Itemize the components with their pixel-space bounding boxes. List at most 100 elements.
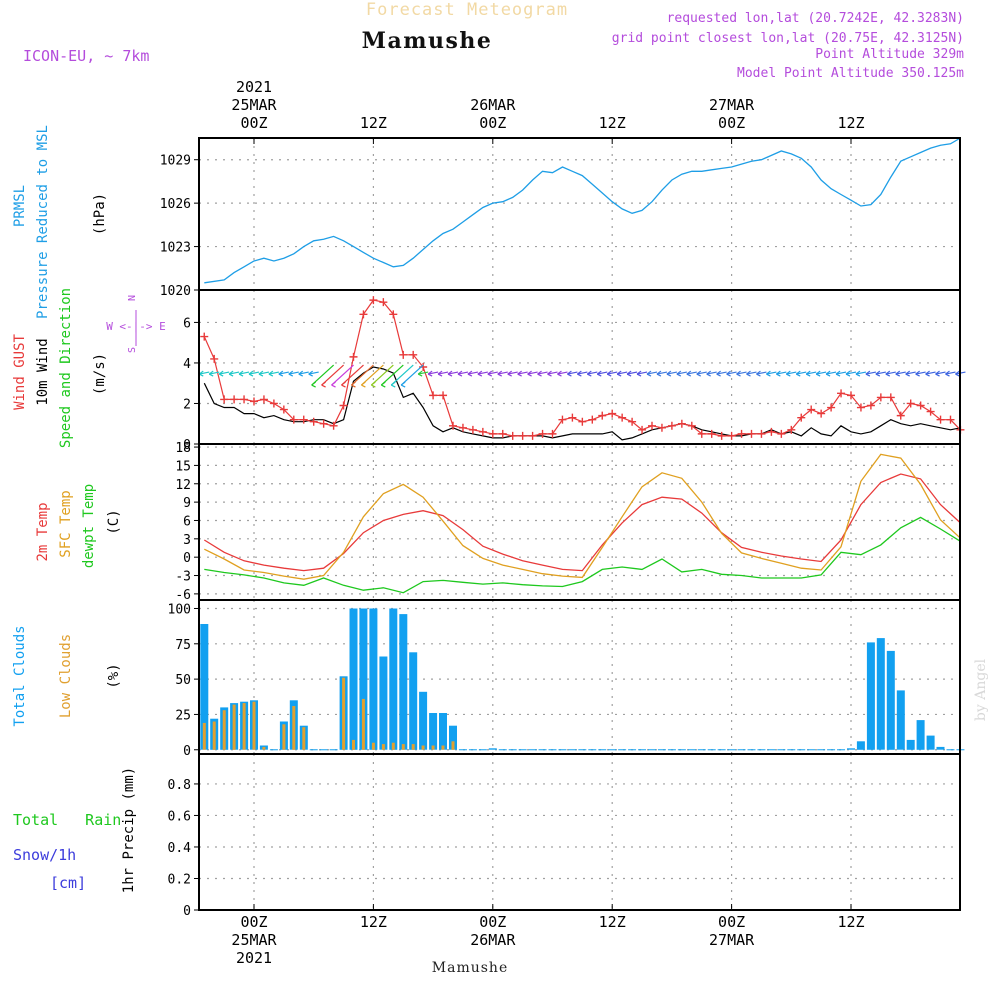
wind-gust-marker	[230, 395, 239, 404]
grid-point-coordinates: grid point closest lon,lat (20.75E, 42.3…	[612, 31, 964, 46]
wind-gust-marker	[259, 395, 268, 404]
wind-arrow-head	[457, 370, 463, 377]
prmsl-label: PRMSL	[12, 185, 28, 227]
panel-frame	[198, 137, 961, 291]
wind-arrow-head	[696, 370, 702, 377]
y-tick-label: 0	[183, 438, 191, 453]
total-clouds-bar	[349, 608, 358, 750]
wind-gust-marker	[906, 399, 915, 408]
wind-gust-marker	[896, 411, 905, 420]
wind-arrow-head	[537, 370, 542, 377]
wind-arrow-head	[736, 370, 741, 377]
wind-arrow	[706, 371, 717, 375]
wind-arrow-head	[497, 370, 503, 377]
wind-arrow-head	[686, 370, 692, 377]
wind-gust-marker	[837, 389, 846, 398]
wind-arrow-head	[586, 370, 592, 377]
top-time-label: 00Z	[240, 114, 267, 132]
wind-gust-marker	[329, 421, 338, 430]
total-clouds-bar	[379, 656, 388, 750]
wind-arrow-head	[308, 370, 314, 377]
low-clouds-bar	[361, 698, 365, 750]
wind-gust-marker	[220, 395, 229, 404]
wind-arrow	[855, 371, 867, 375]
y-tick-label: 75	[175, 638, 191, 653]
wind-arrow	[617, 371, 628, 375]
pressure-reduced-label: Pressure Reduced to MSL	[35, 125, 51, 319]
wind-gust-marker	[747, 429, 756, 438]
wind-arrow	[945, 371, 956, 375]
wind-gust-marker	[399, 350, 408, 359]
low-clouds-bar	[371, 742, 375, 750]
low-clouds-bar	[232, 704, 236, 750]
total-clouds-bar	[409, 652, 418, 750]
wind-arrow-head	[447, 370, 453, 377]
wind-gust-marker	[767, 427, 776, 436]
wind-arrow-head	[370, 381, 376, 388]
wind-arrow	[796, 371, 807, 375]
wind-gust-marker	[936, 415, 945, 424]
bottom-time-label: 00Z	[240, 913, 267, 931]
temp-sfc-line	[204, 453, 961, 580]
y-tick-label: 1026	[160, 197, 191, 212]
wind-arrow-head	[905, 370, 911, 377]
wind-arrow-head	[616, 370, 622, 377]
wind-arrow-head	[676, 370, 682, 377]
total-clouds-bar	[488, 748, 497, 750]
y-tick-label: 1020	[160, 284, 191, 299]
wind-arrow-head	[487, 370, 493, 377]
wind-gust-marker	[389, 310, 398, 319]
wind-arrow	[278, 371, 289, 375]
top-time-label: 00Z	[479, 114, 506, 132]
wind-gust-marker	[817, 409, 826, 418]
wind-arrow-head	[278, 370, 284, 377]
y-tick-label: 100	[168, 602, 191, 617]
wind-gust-marker	[240, 395, 249, 404]
total-clouds-bar	[399, 614, 408, 750]
wind-arrow	[587, 371, 598, 375]
temp-dewpt-line	[204, 516, 961, 594]
wind-arrow-head	[855, 370, 861, 377]
wind-arrow-head	[875, 370, 881, 377]
wind-arrow-head	[845, 370, 851, 377]
wind-arrow	[437, 371, 449, 375]
y-tick-label: -3	[175, 570, 191, 585]
y-tick-label: 6	[183, 316, 191, 331]
wind-arrow-head	[895, 370, 901, 377]
low-clouds-bar	[242, 703, 246, 750]
snow-unit: [cm]	[50, 874, 86, 892]
wind-gust-marker	[299, 415, 308, 424]
y-tick-label: 0.6	[168, 809, 191, 824]
top-time-label: 2021	[236, 78, 272, 96]
wind-arrow-head	[706, 370, 712, 377]
wind-arrow	[487, 371, 498, 375]
bottom-time-label: 00Z	[479, 913, 506, 931]
wind-arrow-head	[341, 381, 346, 388]
wind-arrow	[567, 371, 578, 375]
wind-arrow-head	[517, 370, 523, 377]
wind-arrow-head	[547, 370, 552, 377]
y-tick-label: 0	[183, 904, 191, 919]
wind-arrow-head	[507, 370, 513, 377]
low-clouds-bar	[391, 742, 395, 750]
wind-arrow-head	[288, 370, 294, 377]
wind-arrow	[756, 371, 767, 375]
top-time-label: 12Z	[599, 114, 626, 132]
wind-arrow-head	[805, 370, 811, 377]
wind-arrow	[915, 371, 926, 375]
total-clouds-bar	[449, 725, 457, 750]
temp-unit: (C)	[106, 509, 122, 534]
wind-arrow	[457, 371, 469, 375]
wind-arrow	[219, 371, 230, 375]
y-tick-label: 3	[183, 533, 191, 548]
wind-arrow	[527, 371, 538, 375]
wind-arrow	[199, 371, 210, 375]
total-clouds-bar	[200, 624, 209, 750]
wind-arrow	[636, 371, 648, 375]
y-tick-label: 9	[183, 496, 191, 511]
wind-arrow	[209, 371, 220, 375]
wind-arrow	[935, 371, 946, 375]
wind-arrow-head	[576, 370, 582, 377]
total-clouds-bar	[896, 690, 905, 750]
low-clouds-label: Low Clouds	[58, 634, 74, 718]
